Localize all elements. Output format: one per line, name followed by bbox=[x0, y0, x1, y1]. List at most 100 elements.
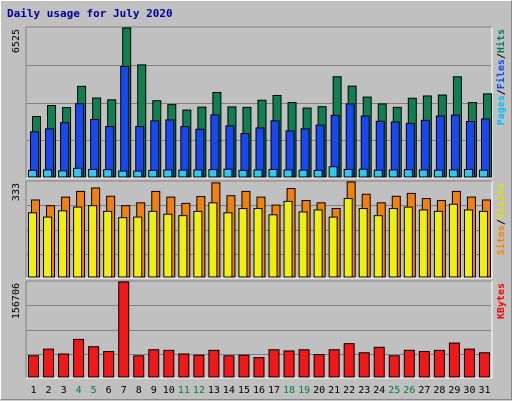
legend-entry: KBytes bbox=[496, 283, 507, 319]
x-tick-label-18: 18 bbox=[283, 385, 295, 396]
bar-pages-day-28 bbox=[433, 169, 443, 178]
bar-visits-day-16 bbox=[253, 208, 263, 278]
bar-kbytes-day-17 bbox=[268, 349, 280, 378]
bar-visits-day-2 bbox=[43, 216, 53, 278]
bar-kbytes-day-7 bbox=[118, 281, 130, 378]
bar-files-day-26 bbox=[405, 122, 415, 178]
bar-pages-day-4 bbox=[73, 167, 83, 178]
bar-visits-day-4 bbox=[73, 206, 83, 278]
bar-pages-day-8 bbox=[133, 170, 143, 178]
bar-pages-day-30 bbox=[463, 168, 473, 178]
bar-pages-day-3 bbox=[58, 170, 68, 178]
bar-files-day-10 bbox=[165, 119, 175, 178]
x-tick-label-21: 21 bbox=[328, 385, 340, 396]
bar-visits-day-22 bbox=[343, 198, 353, 278]
bar-kbytes-day-14 bbox=[223, 355, 235, 378]
bar-pages-day-5 bbox=[88, 168, 98, 178]
bar-kbytes-day-18 bbox=[283, 350, 295, 378]
ymax-label-top: 6525 bbox=[11, 29, 22, 53]
legend-entry: Hits bbox=[495, 29, 507, 53]
bar-files-day-9 bbox=[150, 120, 160, 178]
legend-entry: Visits bbox=[495, 183, 507, 219]
bar-pages-day-23 bbox=[358, 168, 368, 178]
bar-visits-day-7 bbox=[118, 217, 128, 278]
bar-kbytes-day-9 bbox=[148, 349, 160, 378]
bar-pages-day-21 bbox=[328, 166, 338, 178]
x-tick-label-28: 28 bbox=[433, 385, 445, 396]
x-tick-label-24: 24 bbox=[373, 385, 385, 396]
bar-kbytes-day-20 bbox=[313, 354, 325, 378]
bar-files-day-7 bbox=[120, 65, 130, 178]
bar-pages-day-29 bbox=[448, 169, 458, 178]
x-tick-label-27: 27 bbox=[418, 385, 430, 396]
bar-kbytes-day-8 bbox=[133, 355, 145, 378]
bar-kbytes-day-15 bbox=[238, 354, 250, 378]
bar-pages-day-13 bbox=[208, 169, 218, 178]
bar-pages-day-26 bbox=[403, 169, 413, 178]
bar-files-day-31 bbox=[480, 118, 490, 178]
legend-entry: Files bbox=[495, 59, 507, 89]
bar-pages-day-17 bbox=[268, 168, 278, 178]
bar-kbytes-day-21 bbox=[328, 349, 340, 378]
bar-visits-day-12 bbox=[193, 210, 203, 278]
bar-visits-day-1 bbox=[28, 212, 37, 278]
x-tick-label-15: 15 bbox=[238, 385, 250, 396]
x-tick-label-29: 29 bbox=[448, 385, 460, 396]
bar-kbytes-day-13 bbox=[208, 349, 220, 378]
bar-visits-day-31 bbox=[478, 210, 488, 278]
bar-visits-day-19 bbox=[298, 211, 308, 278]
x-tick-label-16: 16 bbox=[253, 385, 265, 396]
bar-kbytes-day-19 bbox=[298, 349, 310, 378]
legend-entry: Sites bbox=[495, 225, 507, 255]
bar-files-day-4 bbox=[75, 103, 85, 178]
bar-files-day-25 bbox=[390, 121, 400, 178]
bar-visits-day-9 bbox=[148, 210, 158, 278]
legend-middle: Sites/Visits bbox=[495, 183, 507, 255]
x-tick-label-17: 17 bbox=[268, 385, 280, 396]
bar-visits-day-10 bbox=[163, 213, 173, 278]
x-tick-label-22: 22 bbox=[343, 385, 355, 396]
bar-visits-day-11 bbox=[178, 215, 188, 278]
x-tick-label-6: 6 bbox=[106, 385, 112, 396]
bar-kbytes-day-1 bbox=[28, 355, 39, 378]
bar-files-day-17 bbox=[270, 120, 280, 178]
legend-entry: Pages bbox=[496, 95, 507, 125]
bar-visits-day-15 bbox=[238, 208, 248, 278]
bar-kbytes-day-6 bbox=[103, 351, 115, 378]
bar-files-day-5 bbox=[90, 118, 100, 178]
bar-pages-day-25 bbox=[388, 169, 398, 178]
bar-kbytes-day-4 bbox=[73, 338, 85, 378]
bar-pages-day-9 bbox=[148, 169, 158, 178]
bar-pages-day-10 bbox=[163, 169, 173, 178]
x-tick-label-25: 25 bbox=[388, 385, 400, 396]
bar-visits-day-20 bbox=[313, 209, 323, 278]
bar-files-day-28 bbox=[435, 115, 445, 178]
bar-kbytes-day-3 bbox=[58, 353, 70, 378]
x-tick-label-4: 4 bbox=[76, 385, 82, 396]
bar-kbytes-day-5 bbox=[88, 346, 100, 378]
bar-files-day-3 bbox=[60, 122, 70, 178]
bar-visits-day-26 bbox=[403, 206, 413, 278]
legend-top: Pages/Files/Hits bbox=[495, 29, 507, 125]
bar-files-day-23 bbox=[360, 115, 370, 178]
bar-pages-day-14 bbox=[223, 168, 233, 178]
x-tick-label-7: 7 bbox=[121, 385, 127, 396]
bar-visits-day-29 bbox=[448, 203, 458, 278]
bar-visits-day-13 bbox=[208, 202, 218, 278]
bar-pages-day-24 bbox=[373, 169, 383, 178]
bar-kbytes-day-28 bbox=[433, 349, 445, 378]
bar-pages-day-1 bbox=[28, 169, 37, 178]
x-tick-label-13: 13 bbox=[208, 385, 220, 396]
bar-pages-day-31 bbox=[478, 169, 488, 178]
bar-kbytes-day-26 bbox=[403, 349, 415, 378]
bar-kbytes-day-30 bbox=[463, 348, 475, 378]
bar-kbytes-day-16 bbox=[253, 357, 265, 378]
bar-visits-day-21 bbox=[328, 216, 338, 278]
bar-visits-day-23 bbox=[358, 208, 368, 278]
ymax-label-middle: 333 bbox=[11, 183, 22, 201]
bar-pages-day-6 bbox=[103, 169, 113, 178]
bar-kbytes-day-29 bbox=[448, 342, 460, 378]
bar-pages-day-16 bbox=[253, 169, 263, 178]
bar-kbytes-day-31 bbox=[478, 352, 490, 378]
